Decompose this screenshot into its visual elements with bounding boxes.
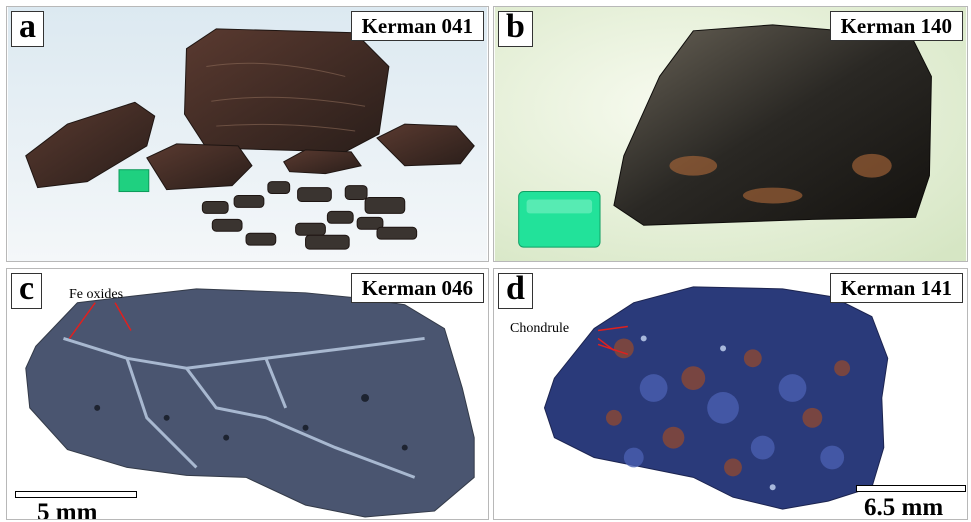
sample-title: Kerman 046 (350, 273, 484, 303)
meteorite-fragments-photo (7, 7, 488, 261)
meteorite-specimen-photo (494, 7, 967, 261)
scale-bar (856, 485, 966, 492)
scale-label: 6.5 mm (864, 494, 944, 520)
panel-b: b Kerman 140 (493, 6, 968, 262)
thin-section-photo (494, 269, 967, 519)
panel-letter: b (498, 10, 533, 47)
panel-a: a Kerman 041 (6, 6, 489, 262)
panel-d: d Kerman 141 Chondrule 6.5 mm (493, 268, 968, 520)
scale-bar (15, 491, 137, 498)
sample-title: Kerman 041 (350, 11, 484, 41)
sample-title: Kerman 140 (829, 11, 963, 41)
chondrule-label: Chondrule (510, 321, 570, 336)
panel-letter: c (11, 272, 43, 309)
fe-oxides-label: Fe oxides (69, 287, 124, 302)
panel-letter: d (498, 272, 533, 309)
panel-c: c Kerman 046 Fe oxides 5 mm (6, 268, 489, 520)
scale-label: 5 mm (37, 499, 98, 520)
thin-section-photo (7, 269, 488, 519)
panel-letter: a (11, 10, 44, 47)
sample-title: Kerman 141 (829, 273, 963, 303)
